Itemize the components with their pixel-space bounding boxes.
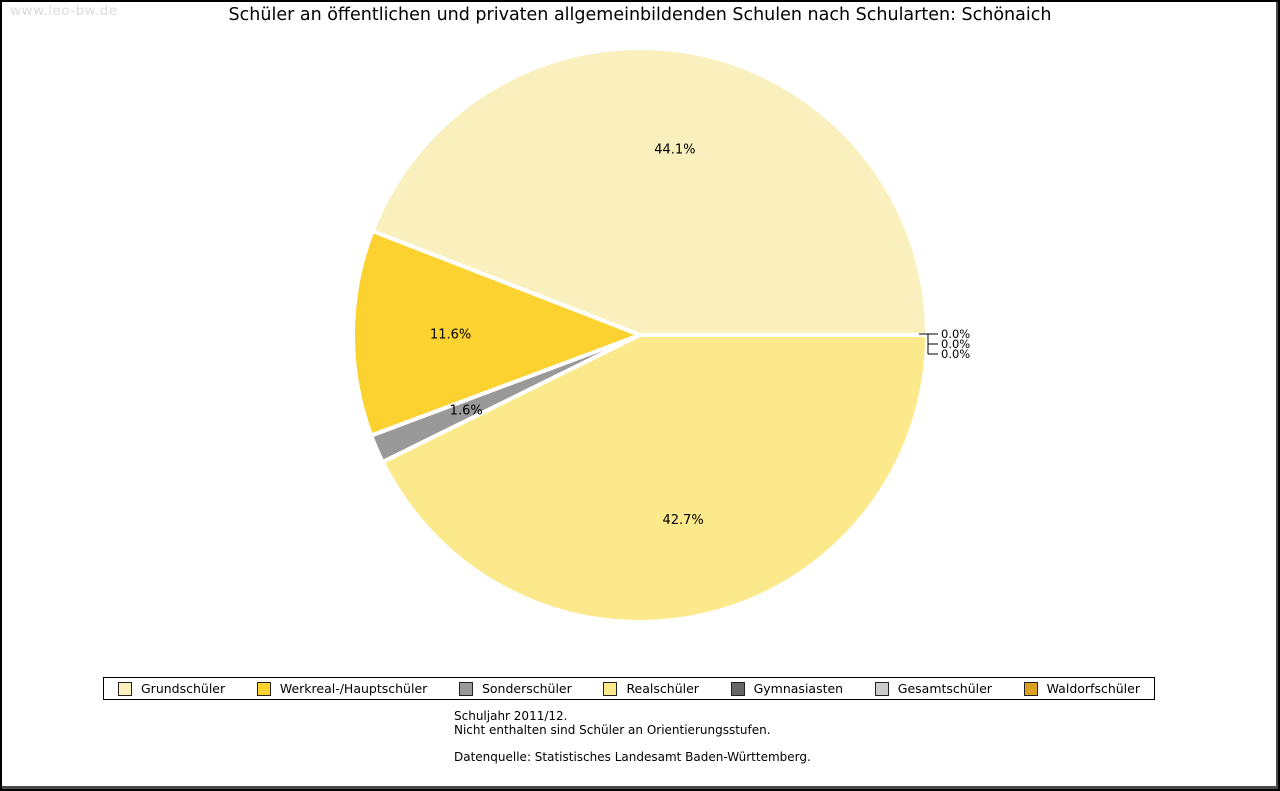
- legend-swatch-grundsch-ler: [118, 681, 132, 696]
- legend-swatch-waldorfsch-ler: [1023, 681, 1038, 696]
- legend-label-realsch-ler: Realschüler: [626, 681, 699, 696]
- legend: Grundschüler Werkreal-/Hauptschüler Sonder…: [103, 677, 1155, 700]
- footer-line-source: Datenquelle: Statistisches Landesamt Bad…: [454, 750, 811, 764]
- legend-item-werkreal-hauptsch-ler: Werkreal-/Hauptschüler: [256, 681, 428, 696]
- legend-item-gymnasiasten: Gymnasiasten: [730, 681, 844, 696]
- legend-item-gesamtsch-ler: Gesamtschüler: [874, 681, 992, 696]
- legend-swatch-gesamtsch-ler: [874, 681, 889, 696]
- legend-item-sondersch-ler: Sonderschüler: [458, 681, 572, 696]
- footer-notes: Schuljahr 2011/12. Nicht enthalten sind …: [454, 709, 811, 765]
- pie-slice-value-werkreal-hauptsch-ler: 11.6%: [430, 327, 471, 342]
- legend-label-gymnasiasten: Gymnasiasten: [753, 681, 844, 696]
- pie-slice-value-grundsch-ler: 44.1%: [654, 142, 695, 157]
- legend-label-sondersch-ler: Sonderschüler: [481, 681, 572, 696]
- legend-label-gesamtsch-ler: Gesamtschüler: [897, 681, 992, 696]
- legend-label-waldorfsch-ler: Waldorfschüler: [1046, 681, 1140, 696]
- legend-swatch-gymnasiasten: [730, 681, 745, 696]
- legend-swatch-sondersch-ler: [458, 681, 473, 696]
- legend-item-grundsch-ler: Grundschüler: [118, 681, 225, 696]
- pie-slice-realsch-ler: [379, 333, 930, 624]
- pie-slice-value-sondersch-ler: 1.6%: [450, 404, 483, 419]
- legend-label-werkreal-hauptsch-ler: Werkreal-/Hauptschüler: [279, 681, 428, 696]
- pie-slice-value-gymnasiasten: 0.0%: [941, 327, 970, 341]
- legend-label-grundsch-ler: Grundschüler: [141, 681, 226, 696]
- chart-title: Schüler an öffentlichen und privaten all…: [228, 5, 1052, 25]
- pie-slice-value-realsch-ler: 42.7%: [662, 513, 703, 528]
- legend-item-waldorfsch-ler: Waldorfschüler: [1023, 681, 1140, 696]
- footer-line-note: Nicht enthalten sind Schüler an Orientie…: [454, 722, 771, 737]
- footer-line-schuljahr: Schuljahr 2011/12.: [454, 709, 568, 723]
- pie-slice-grundsch-ler: [369, 46, 930, 337]
- pie-slice-werkreal-hauptsch-ler: [351, 228, 646, 439]
- pie-slice-value-gesamtsch-ler: 0.0%: [941, 337, 970, 351]
- legend-item-realsch-ler: Realschüler: [603, 681, 699, 696]
- watermark-text: www.leo-bw.de: [10, 3, 118, 19]
- legend-swatch-realsch-ler: [603, 681, 618, 696]
- legend-swatch-werkreal-hauptsch-ler: [256, 681, 271, 696]
- pie-slice-value-waldorfsch-ler: 0.0%: [941, 347, 970, 361]
